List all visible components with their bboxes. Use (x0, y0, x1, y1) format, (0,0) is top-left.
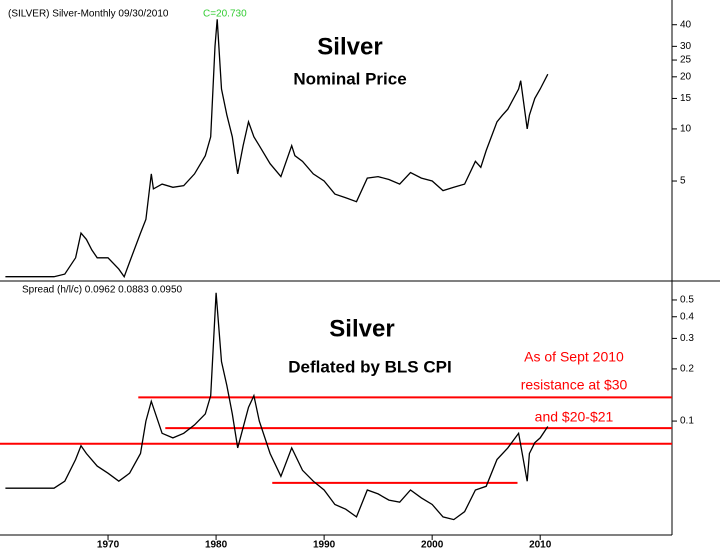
header-value: C=20.730 (203, 9, 247, 20)
annotation: resistance at $30 (521, 377, 628, 393)
x-tick-label: 1970 (97, 540, 120, 551)
y-tick-label: 5 (680, 176, 686, 187)
chart-subtitle: Nominal Price (293, 69, 406, 88)
y-tick-label: 0.1 (680, 416, 694, 427)
price-line (5, 292, 549, 521)
y-tick-label: 25 (680, 55, 692, 66)
y-tick-label: 0.2 (680, 364, 694, 375)
y-tick-label: 20 (680, 71, 692, 82)
chart-title: Silver (317, 33, 382, 60)
y-tick-label: 0.3 (680, 333, 694, 344)
y-tick-label: 0.4 (680, 311, 694, 322)
x-tick-label: 1980 (205, 540, 228, 551)
x-tick-label: 2000 (421, 540, 444, 551)
y-tick-label: 0.5 (680, 295, 694, 306)
price-line (5, 19, 549, 279)
y-tick-label: 10 (680, 124, 692, 135)
annotation: As of Sept 2010 (524, 349, 624, 365)
header: (SILVER) Silver-Monthly 09/30/2010 (8, 9, 169, 20)
y-tick-label: 40 (680, 19, 692, 30)
y-tick-label: 30 (680, 41, 692, 52)
header: Spread (h/l/c) 0.0962 0.0883 0.0950 (22, 285, 183, 296)
chart-subtitle: Deflated by BLS CPI (288, 357, 451, 376)
chart-title: Silver (329, 315, 394, 342)
x-tick-label: 2010 (529, 540, 552, 551)
y-tick-label: 15 (680, 93, 692, 104)
x-tick-label: 1990 (313, 540, 336, 551)
annotation: and $20-$21 (535, 409, 614, 425)
